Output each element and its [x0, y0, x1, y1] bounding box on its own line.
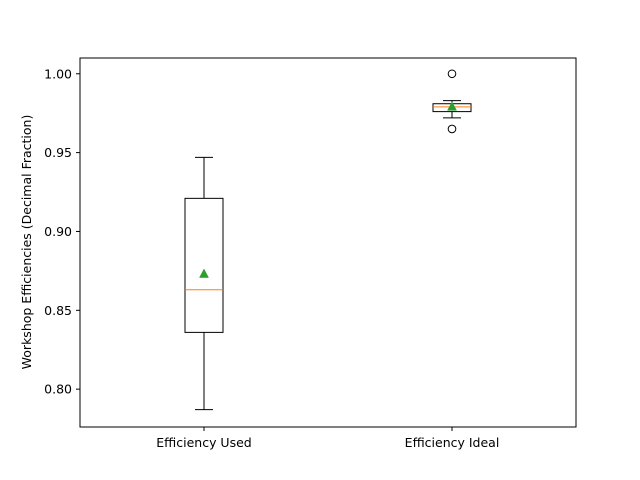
plot-area	[80, 58, 576, 427]
mean-marker	[447, 101, 457, 111]
axes: 0.80 0.85 0.90 0.95 1.00 Efficiency Used Effic…	[44, 66, 499, 450]
mean-marker	[199, 268, 209, 278]
box	[184, 197, 224, 333]
outlier-point	[447, 69, 457, 79]
y-tick-label: 0.80	[44, 382, 72, 397]
chart-marks	[184, 69, 472, 411]
box-group	[432, 69, 472, 134]
y-tick-label: 0.95	[44, 145, 72, 160]
box-group	[184, 156, 224, 411]
x-tick-label: Efficiency Used	[156, 435, 251, 450]
x-tick-label: Efficiency Ideal	[405, 435, 500, 450]
outlier-point	[447, 124, 457, 134]
y-tick-label: 0.90	[44, 224, 72, 239]
y-tick-label: 1.00	[44, 66, 72, 81]
y-tick-label: 0.85	[44, 303, 72, 318]
plot-frame	[79, 57, 577, 428]
y-axis-label: Workshop Efficiencies (Decimal Fraction)	[19, 115, 34, 370]
